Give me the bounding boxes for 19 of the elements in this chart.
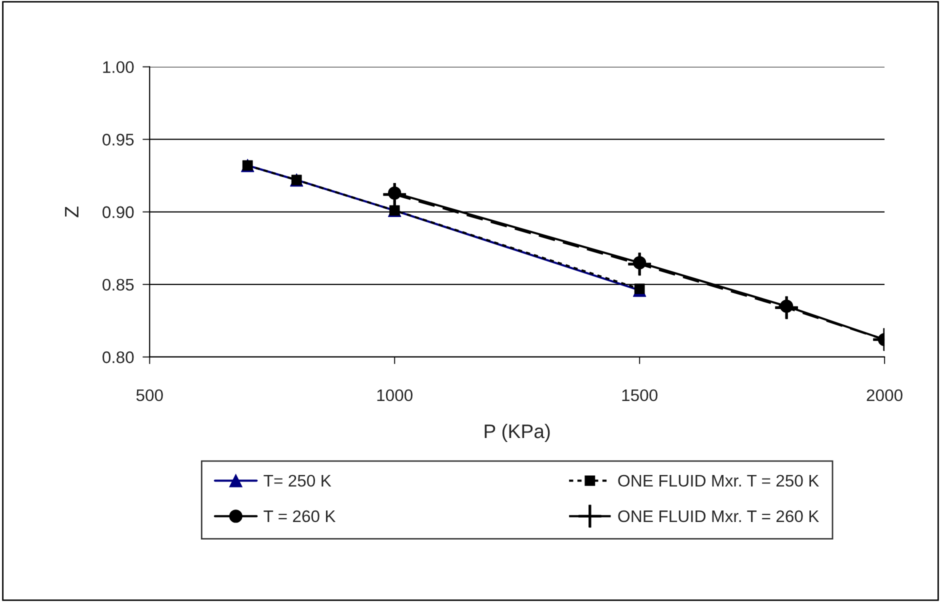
y-tick-label: 1.00	[103, 61, 134, 74]
x-tick-label: 1000	[377, 389, 412, 402]
y-tick-label: 0.80	[102, 351, 134, 364]
x-tick-label: 2000	[866, 389, 902, 402]
point	[628, 252, 652, 276]
y-tick-label: 0.85	[102, 278, 134, 291]
y-tick-label: 0.95	[102, 134, 134, 146]
x-axis-title: P (KPa)	[484, 424, 550, 442]
y-tick-label: 0.90	[102, 206, 134, 218]
legend-label: T = 260 K	[264, 510, 336, 522]
legend-label: ONE FLUID Mxr. T = 250 K	[618, 474, 820, 487]
point	[775, 296, 798, 320]
point	[383, 183, 406, 206]
point	[634, 284, 645, 294]
legend-label: ONE FLUID Mxr. T = 260 K	[618, 510, 820, 522]
x-tick-label: 1500	[622, 389, 658, 402]
x-tick-label: 500	[136, 389, 163, 402]
legend-label: T= 250 K	[264, 474, 332, 487]
y-axis-title: Z	[65, 206, 78, 218]
